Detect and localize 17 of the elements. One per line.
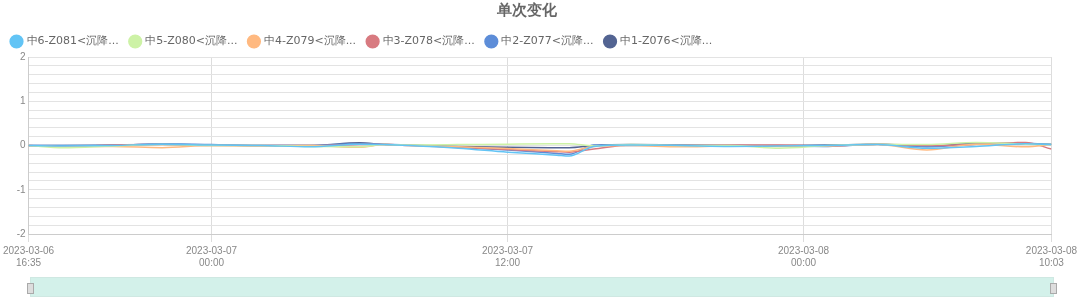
y-tick-label: 1 <box>20 95 27 106</box>
legend-label: 中6-Z081<沉降... <box>26 34 119 48</box>
legend-label: 中3-Z078<沉降... <box>382 34 475 48</box>
y-tick-label: 2 <box>20 50 27 62</box>
x-tick-label: 2023-03-08 00:00 <box>777 244 830 268</box>
chart-title: 单次变化 <box>496 0 558 19</box>
y-tick-label: -2 <box>16 227 26 239</box>
x-tick-label: 2023-03-08 10:03 <box>1025 244 1078 268</box>
x-tick-label: 2023-03-07 12:00 <box>481 244 534 268</box>
legend-label: 中4-Z079<沉降... <box>263 34 357 48</box>
y-tick-label: 0 <box>20 139 27 151</box>
x-tick-label: 2023-03-06 16:35 <box>3 244 55 268</box>
legend-label: 中2-Z077<沉降... <box>501 34 594 48</box>
legend-label: 中5-Z080<沉降... <box>145 34 238 48</box>
x-tick-label: 2023-03-07 00:00 <box>185 244 238 268</box>
y-tick-label: -1 <box>16 183 26 195</box>
legend-label: 中1-Z076<沉降... <box>620 34 713 48</box>
